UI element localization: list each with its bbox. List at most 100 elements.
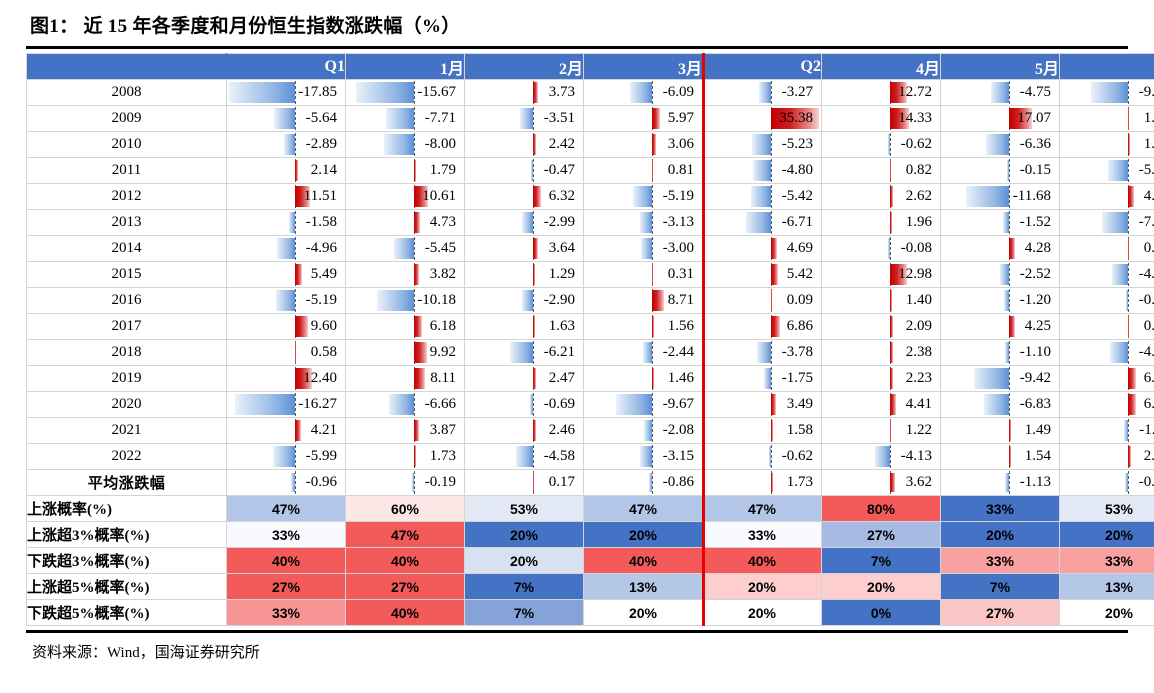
data-cell: 3.73 [464, 79, 584, 106]
data-cell-value: -0.15 [1019, 162, 1051, 178]
summary-row: 上涨概率(%) 47% 60% 53% 47% 47% 80% 33% 53% [26, 495, 1154, 522]
data-cell: -15.67 [345, 79, 465, 106]
positive-data-bar [889, 264, 908, 285]
data-cell-value: -1.58 [305, 214, 337, 230]
zero-axis-line [889, 133, 891, 156]
column-header-5月: 5月 [940, 53, 1060, 80]
negative-data-bar [632, 186, 652, 207]
row-label-2014: 2014 [26, 235, 227, 262]
summary-cell: 20% [464, 521, 584, 548]
data-cell: -8.00 [345, 131, 465, 158]
data-cell-value: 12.98 [898, 266, 932, 282]
summary-row-label: 下跌超3%概率(%) [26, 547, 227, 574]
data-cell-value: -4.75 [1019, 84, 1051, 100]
zero-axis-line [1008, 393, 1010, 416]
summary-cell-value: 0% [870, 604, 892, 621]
data-cell-value: -1.10 [1019, 344, 1051, 360]
data-cell: 1.79 [345, 157, 465, 184]
data-cell: -6.36 [940, 131, 1060, 158]
positive-data-bar [1127, 186, 1134, 207]
summary-cell: 20% [702, 599, 822, 626]
row-label-2010: 2010 [26, 131, 227, 158]
positive-data-bar [1127, 134, 1131, 155]
zero-axis-line [770, 81, 772, 104]
row-label-2009: 2009 [26, 105, 227, 132]
row-label-2016: 2016 [26, 287, 227, 314]
negative-data-bar [750, 186, 771, 207]
data-cell: 2.38 [821, 339, 941, 366]
zero-axis-line [413, 289, 415, 312]
positive-data-bar [889, 160, 891, 181]
summary-cell-value: 7% [870, 552, 892, 569]
column-header-Q1: Q1 [226, 53, 346, 80]
positive-data-bar [889, 368, 893, 389]
positive-data-bar [532, 134, 537, 155]
summary-cell: 27% [940, 599, 1060, 626]
positive-data-bar [770, 420, 773, 441]
data-cell: 1.63 [464, 313, 584, 340]
data-cell: 12.72 [821, 79, 941, 106]
row-label-average: 平均涨跌幅 [26, 469, 227, 496]
negative-data-bar [519, 108, 533, 129]
zero-axis-line [294, 471, 296, 494]
summary-cell-value: 7% [513, 604, 535, 621]
data-cell: -4.80 [702, 157, 822, 184]
summary-cell: 27% [345, 573, 465, 600]
summary-cell-value: 7% [513, 578, 535, 595]
data-cell-value: 1.73 [786, 474, 813, 490]
negative-data-bar [983, 394, 1009, 415]
zero-axis-line [651, 211, 653, 234]
data-cell-value: -6.71 [781, 214, 813, 230]
data-cell-value: -6.36 [1019, 136, 1051, 152]
zero-axis-line [651, 81, 653, 104]
table-row: 2016 -5.19 -10.18 -2.90 8.71 0.09 1.40 -1.20 -0.… [26, 287, 1154, 314]
positive-data-bar [889, 342, 894, 363]
negative-data-bar [272, 446, 295, 467]
summary-cell: 47% [226, 495, 346, 522]
zero-axis-line [889, 237, 891, 260]
data-cell: -0.62 [821, 131, 941, 158]
data-cell: 14.33 [821, 105, 941, 132]
summary-cell-value: 20% [628, 526, 658, 543]
data-cell: -4.28 [1059, 261, 1154, 288]
zero-axis-line [532, 211, 534, 234]
negative-data-bar [356, 82, 414, 103]
negative-data-bar [276, 238, 295, 259]
data-cell: -6.71 [702, 209, 822, 236]
data-cell-value: 4.73 [429, 214, 456, 230]
row-label-2022: 2022 [26, 443, 227, 470]
summary-cell-value: 27% [985, 604, 1015, 621]
data-cell: -1.11 [1059, 417, 1154, 444]
summary-cell: 27% [821, 521, 941, 548]
positive-data-bar [651, 290, 664, 311]
zero-axis-line [294, 237, 296, 260]
summary-cell-value: 53% [509, 500, 539, 517]
data-cell: -5.19 [226, 287, 346, 314]
zero-axis-line [294, 133, 296, 156]
positive-data-bar [889, 420, 892, 441]
negative-data-bar [1126, 290, 1128, 311]
negative-data-bar [1004, 290, 1009, 311]
negative-data-bar [746, 212, 771, 233]
row-label-2021: 2021 [26, 417, 227, 444]
data-cell-value: 1.14 [1143, 110, 1154, 126]
negative-data-bar [393, 238, 414, 259]
data-cell: -3.51 [464, 105, 584, 132]
summary-cell-value: 80% [866, 500, 896, 517]
summary-cell: 20% [583, 599, 703, 626]
data-cell-value: -2.99 [543, 214, 575, 230]
positive-data-bar [770, 290, 772, 311]
summary-cell: 80% [821, 495, 941, 522]
data-cell-value: -1.11 [1139, 422, 1154, 438]
negative-data-bar [275, 290, 295, 311]
data-cell-value: -5.43 [1138, 162, 1154, 178]
negative-data-bar [974, 368, 1009, 389]
data-cell-value: 3.87 [429, 422, 456, 438]
data-cell: -5.45 [345, 235, 465, 262]
zero-axis-line [1008, 471, 1010, 494]
data-cell: -6.09 [583, 79, 703, 106]
data-cell: -0.08 [821, 235, 941, 262]
negative-data-bar [516, 446, 533, 467]
data-cell-value: 1.22 [905, 422, 932, 438]
data-cell-value: 8.71 [667, 292, 694, 308]
